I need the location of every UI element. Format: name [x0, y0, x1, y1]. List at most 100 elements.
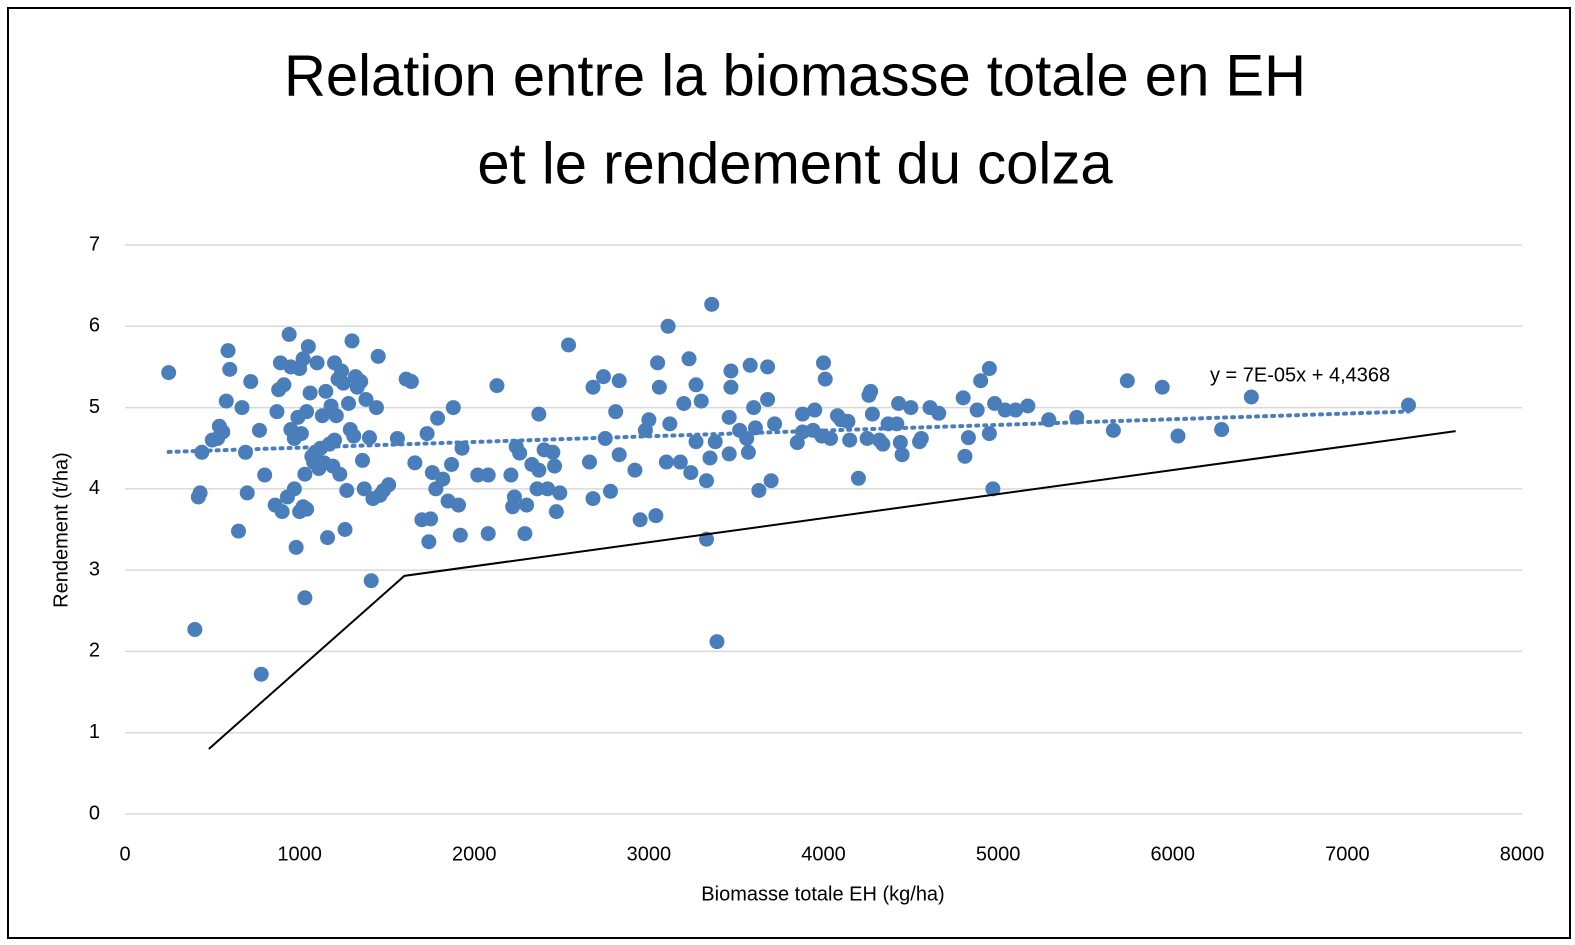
point	[842, 432, 858, 448]
point	[334, 363, 350, 379]
point	[894, 447, 910, 463]
point	[707, 434, 723, 450]
point	[274, 504, 290, 520]
point	[595, 369, 611, 385]
trendline-label: y = 7E-05x + 4,4368	[1210, 364, 1390, 386]
point	[746, 400, 762, 416]
point	[545, 444, 561, 460]
point	[973, 373, 989, 389]
point	[751, 482, 767, 498]
point	[512, 445, 528, 461]
point	[1119, 373, 1135, 389]
point	[891, 396, 907, 412]
point	[840, 413, 856, 429]
point	[739, 430, 755, 446]
point	[597, 430, 613, 446]
point	[1243, 389, 1259, 405]
point	[295, 351, 311, 367]
point	[423, 511, 439, 527]
point	[444, 456, 460, 472]
y-tick-label: 4	[89, 477, 100, 499]
point	[681, 351, 697, 367]
chart-title: Relation entre la biomasse totale en EH	[284, 43, 1306, 108]
point	[702, 450, 718, 466]
point	[641, 412, 657, 428]
point	[1154, 379, 1170, 395]
x-tick-label: 0	[119, 843, 130, 865]
point	[215, 424, 231, 440]
point	[957, 448, 973, 464]
point	[257, 467, 273, 483]
point	[864, 406, 880, 422]
point	[760, 391, 776, 407]
point	[220, 343, 236, 359]
point	[960, 430, 976, 446]
point	[314, 408, 330, 424]
point	[269, 404, 285, 420]
point	[251, 422, 267, 438]
point	[517, 526, 533, 542]
point	[658, 454, 674, 470]
x-tick-label: 3000	[627, 843, 672, 865]
point	[419, 426, 435, 442]
point	[519, 497, 535, 513]
point	[540, 481, 556, 497]
point	[243, 374, 259, 390]
point	[341, 396, 357, 412]
point	[506, 489, 522, 505]
boundary-line	[208, 430, 1456, 750]
x-tick-label: 2000	[452, 843, 497, 865]
point	[480, 467, 496, 483]
point	[1400, 397, 1416, 413]
point	[561, 337, 577, 353]
point	[368, 400, 384, 416]
point	[648, 508, 664, 524]
point	[997, 402, 1013, 418]
point	[892, 435, 908, 451]
point	[353, 374, 369, 390]
point	[740, 444, 756, 460]
point	[582, 454, 598, 470]
y-tick-label: 2	[89, 640, 100, 662]
point	[361, 430, 377, 446]
point	[632, 512, 648, 528]
y-tick-label: 1	[89, 721, 100, 743]
point	[356, 481, 372, 497]
point	[332, 466, 348, 482]
point	[723, 379, 739, 395]
point	[889, 416, 905, 432]
point	[435, 471, 451, 487]
point	[320, 530, 336, 546]
point	[704, 296, 720, 312]
point	[288, 539, 304, 555]
point	[187, 621, 203, 637]
y-axis-label: Rendement (t/ha)	[50, 452, 72, 608]
x-tick-label: 1000	[277, 843, 322, 865]
point	[231, 523, 247, 539]
x-tick-label: 5000	[976, 843, 1021, 865]
point	[318, 383, 334, 399]
point	[816, 355, 831, 371]
point	[699, 473, 715, 489]
point	[344, 333, 360, 349]
point	[293, 426, 309, 442]
point	[650, 355, 666, 371]
point	[688, 434, 704, 450]
point	[370, 348, 386, 364]
x-tick-label: 8000	[1500, 843, 1545, 865]
point	[451, 497, 467, 513]
point	[389, 430, 405, 446]
point	[850, 470, 866, 486]
point	[470, 467, 486, 483]
point	[276, 377, 292, 393]
point	[822, 430, 838, 446]
point	[1041, 412, 1057, 428]
point	[981, 426, 997, 442]
x-tick-label: 4000	[801, 843, 846, 865]
point	[337, 522, 353, 537]
point	[297, 590, 313, 606]
point	[403, 374, 419, 390]
point	[817, 371, 833, 387]
point	[1020, 398, 1036, 414]
x-tick-label: 6000	[1151, 843, 1196, 865]
